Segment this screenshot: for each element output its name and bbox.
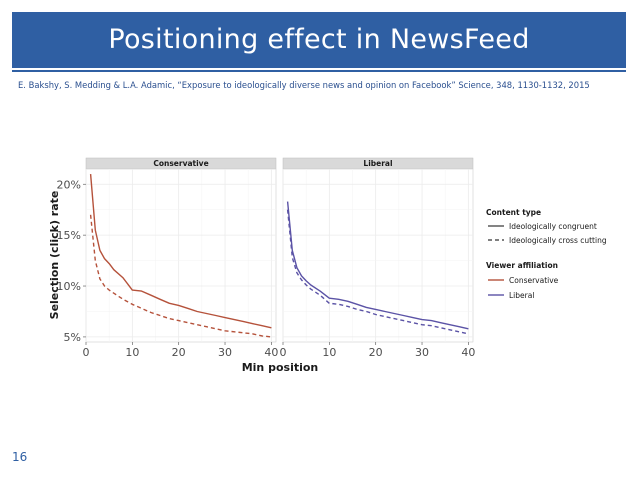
- legend-item-conservative: Conservative: [509, 276, 559, 285]
- x-tick-label: 10: [322, 346, 336, 359]
- x-tick-label: 20: [172, 346, 186, 359]
- slide-number: 16: [12, 450, 28, 464]
- x-tick-label: 40: [461, 346, 475, 359]
- panel-title-liberal: Liberal: [363, 159, 392, 168]
- legend-item-liberal: Liberal: [509, 291, 534, 300]
- legend-item-congruent: Ideologically congruent: [509, 222, 597, 231]
- series-line-liberal-congruent: [286, 201, 469, 330]
- legend-item-cross-cutting: Ideologically cross cutting: [509, 236, 607, 245]
- slide-title: Positioning effect in NewsFeed: [108, 24, 530, 55]
- series-line-conservative-cross-cutting: [89, 214, 272, 338]
- title-divider: [12, 70, 626, 72]
- x-tick-label: 40: [264, 346, 278, 359]
- panel-title-conservative: Conservative: [153, 159, 208, 168]
- y-tick-label: 20%: [57, 178, 81, 191]
- x-tick-label: 0: [83, 346, 90, 359]
- citation: E. Bakshy, S. Medding & L.A. Adamic, “Ex…: [18, 80, 590, 90]
- x-axis-title: Min position: [242, 361, 319, 374]
- legend-title-content-type: Content type: [486, 208, 541, 217]
- y-tick-label: 10%: [57, 280, 81, 293]
- x-tick-label: 10: [125, 346, 139, 359]
- series-line-conservative-congruent: [89, 174, 272, 329]
- panel-background-liberal: [282, 168, 474, 343]
- x-tick-label: 30: [415, 346, 429, 359]
- x-tick-label: 30: [218, 346, 232, 359]
- y-tick-label: 5%: [64, 331, 81, 344]
- x-tick-label: 20: [369, 346, 383, 359]
- panel-background-conservative: [85, 168, 277, 343]
- series-line-liberal-cross-cutting: [286, 209, 469, 335]
- x-tick-label: 0: [280, 346, 287, 359]
- legend-title-viewer-affiliation: Viewer affiliation: [486, 261, 558, 270]
- y-tick-label: 15%: [57, 229, 81, 242]
- y-axis-title: Selection (click) rate: [48, 191, 61, 320]
- title-bar: Positioning effect in NewsFeed: [12, 12, 626, 68]
